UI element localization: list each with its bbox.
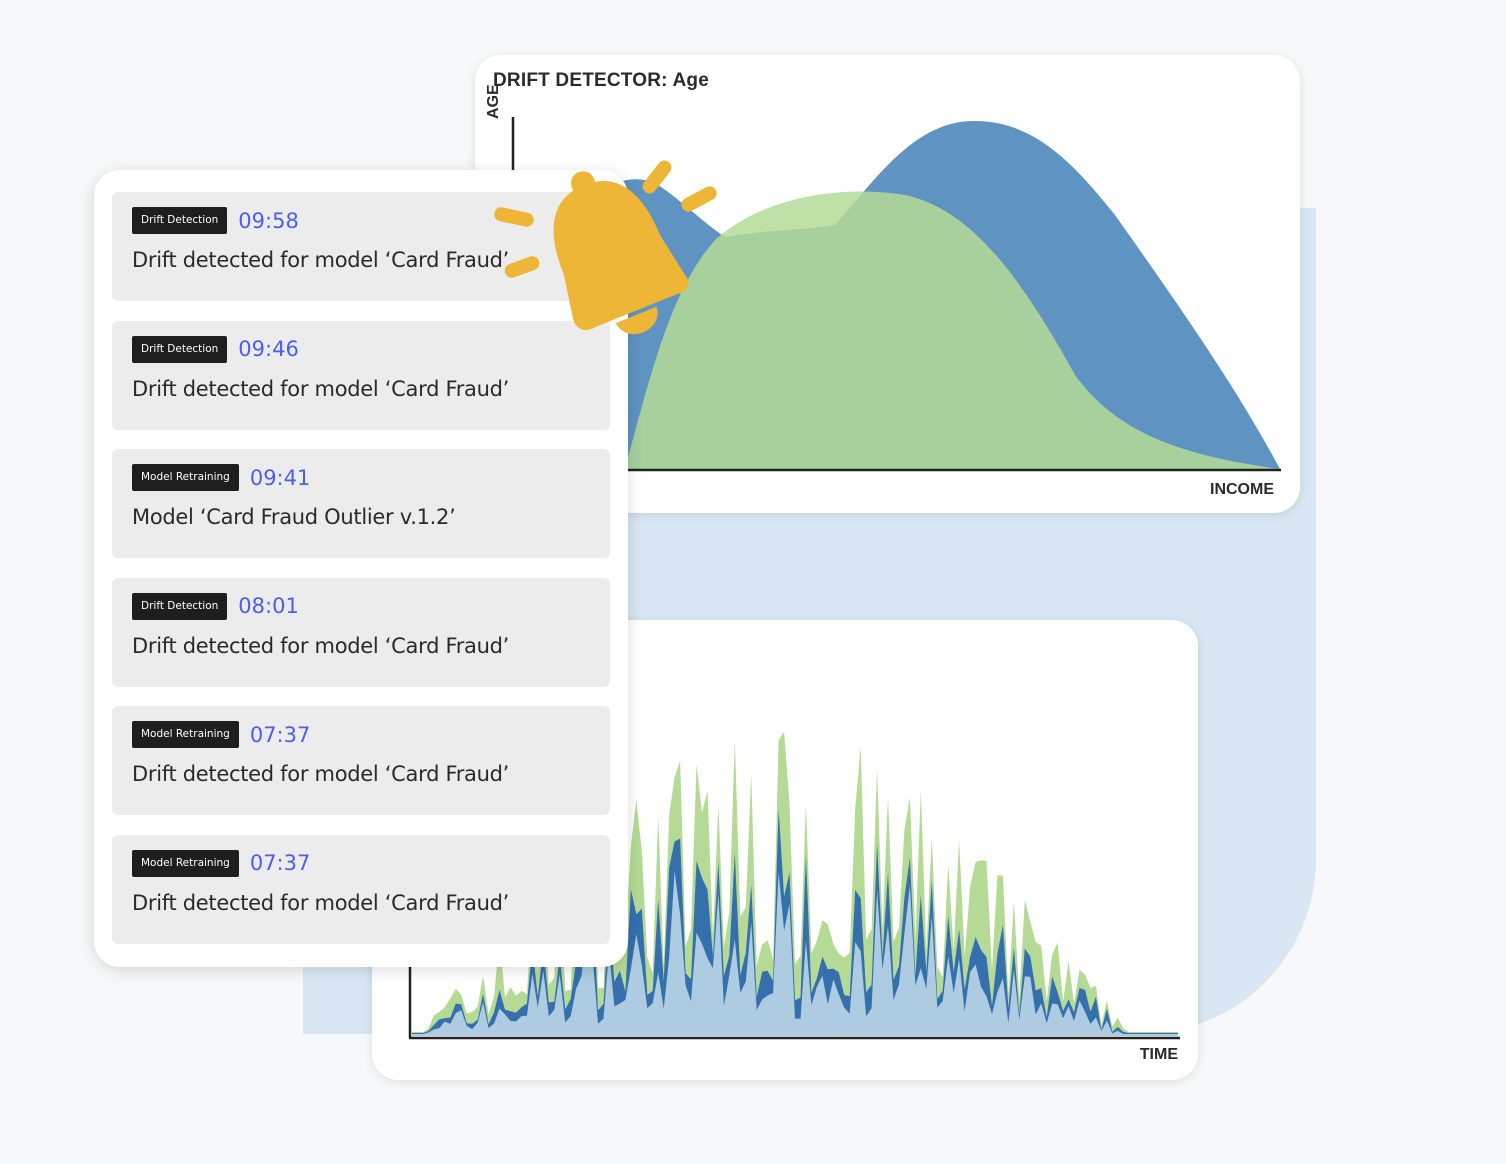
notification-item[interactable]: Model Retraining 09:41 Model ‘Card Fraud O…: [112, 449, 610, 558]
drift-detector-title: DRIFT DETECTOR: Age: [493, 70, 709, 91]
notification-panel: Drift Detection 09:58 Drift detected for m…: [94, 170, 628, 967]
notification-header: Model Retraining 07:37: [132, 849, 311, 877]
notification-badge: Drift Detection: [132, 335, 228, 363]
notification-badge: Model Retraining: [132, 464, 239, 491]
notification-badge: Drift Detection: [132, 592, 228, 620]
notification-message: Drift detected for model ‘Card Fraud’: [132, 248, 510, 272]
notification-item[interactable]: Model Retraining 07:37 Drift detected for …: [112, 834, 610, 944]
notification-time: 09:58: [238, 208, 299, 233]
notification-header: Drift Detection 09:58: [132, 207, 299, 234]
notification-time: 07:37: [249, 722, 311, 747]
notification-item[interactable]: Drift Detection 09:46 Drift detected for m…: [112, 320, 610, 430]
notification-header: Model Retraining 09:41: [132, 464, 310, 491]
green-distribution-area: [625, 191, 1280, 469]
notification-header: Model Retraining 07:37: [132, 721, 310, 748]
bell-icon: [494, 160, 717, 334]
notification-badge: Drift Detection: [132, 207, 228, 234]
notification-message: Drift detected for model ‘Card Fraud’: [132, 762, 510, 786]
time-axis-label: TIME: [1139, 1046, 1178, 1063]
notification-message: Drift detected for model ‘Card Fraud’: [132, 633, 510, 658]
notification-time: 07:37: [249, 851, 311, 875]
notification-item[interactable]: Drift Detection 09:58 Drift detected for m…: [112, 192, 610, 301]
notification-header: Drift Detection 08:01: [132, 592, 299, 620]
notification-message: Drift detected for model ‘Card Fraud’: [132, 376, 510, 401]
income-axis-label: INCOME: [1210, 481, 1274, 498]
notification-time: 09:46: [238, 337, 299, 361]
blue-series-area: [412, 808, 1178, 1036]
notification-time: 08:01: [238, 594, 299, 618]
notification-item[interactable]: Drift Detection 08:01 Drift detected for m…: [112, 577, 610, 687]
notification-header: Drift Detection 09:46: [132, 335, 299, 363]
drift-density-chart: [511, 117, 1281, 472]
notification-badge: Model Retraining: [132, 849, 239, 877]
notification-message: Model ‘Card Fraud Outlier v.1.2’: [132, 505, 456, 529]
notification-badge: Model Retraining: [132, 721, 239, 748]
notification-message: Drift detected for model ‘Card Fraud’: [132, 890, 510, 915]
notification-time: 09:41: [249, 465, 311, 490]
notification-item[interactable]: Model Retraining 07:37 Drift detected for …: [112, 706, 610, 815]
age-axis-label: AGE: [485, 84, 502, 119]
